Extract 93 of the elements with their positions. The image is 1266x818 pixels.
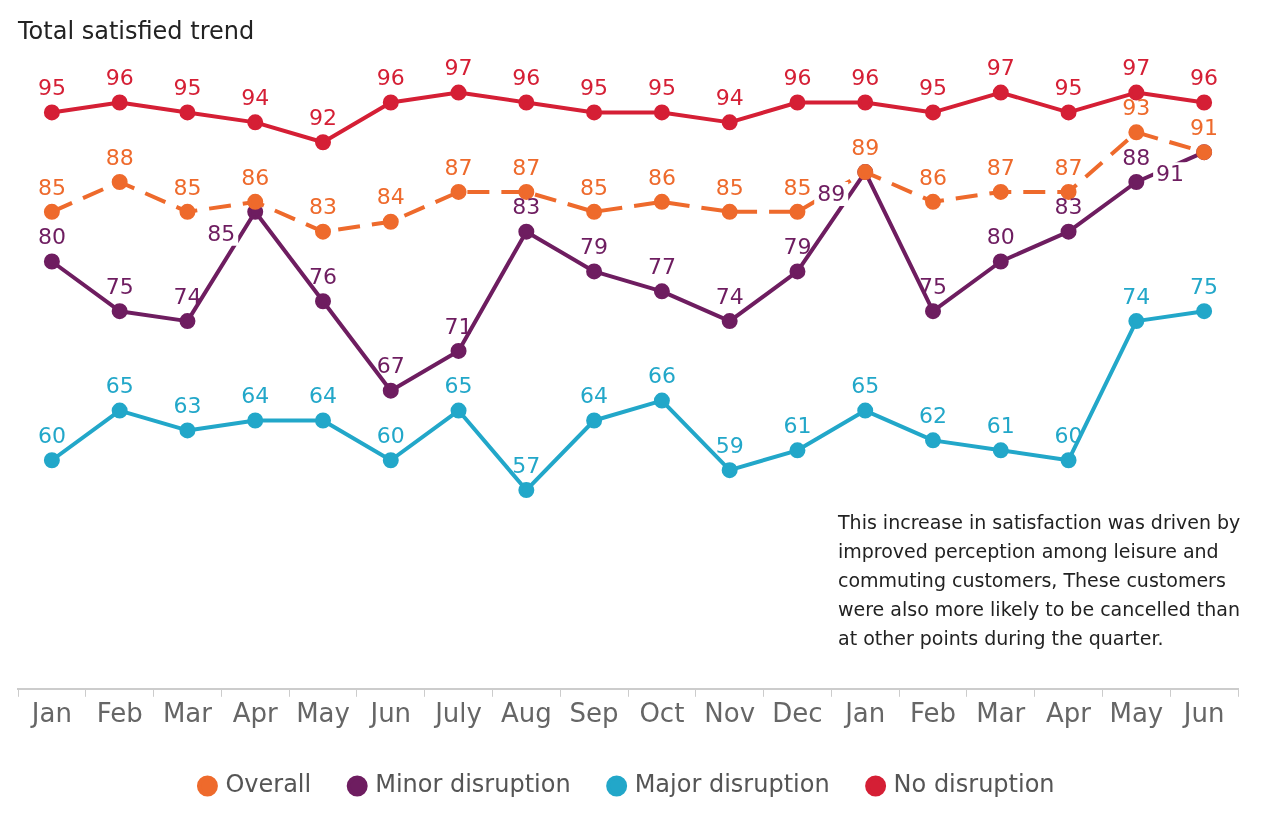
data-label: 77 bbox=[647, 254, 676, 280]
data-label: 92 bbox=[309, 104, 337, 130]
data-label: 79 bbox=[580, 234, 609, 260]
data-label: 96 bbox=[783, 65, 812, 91]
data-label: 96 bbox=[512, 65, 541, 91]
data-label: 67 bbox=[376, 353, 405, 379]
data-label: 95 bbox=[647, 75, 676, 101]
x-tick-label: Dec bbox=[772, 698, 823, 729]
x-tick-label: Jun bbox=[1181, 698, 1225, 729]
data-label: 94 bbox=[715, 85, 744, 111]
data-label: 89 bbox=[851, 134, 880, 160]
data-label: 74 bbox=[1122, 283, 1151, 309]
data-label: 85 bbox=[580, 174, 609, 200]
data-label: 97 bbox=[1122, 55, 1151, 81]
data-label: 64 bbox=[309, 383, 337, 409]
x-tick-label: Jan bbox=[29, 698, 72, 729]
x-tick-label: Mar bbox=[162, 698, 213, 729]
data-label: 88 bbox=[105, 144, 134, 170]
x-tick-label: Nov bbox=[704, 698, 756, 729]
x-tick-label: Sep bbox=[569, 698, 619, 729]
legend-label: Major disruption bbox=[634, 770, 830, 799]
data-label: 61 bbox=[783, 413, 812, 439]
data-label: 64 bbox=[241, 383, 270, 409]
x-tick-label: Apr bbox=[232, 698, 279, 729]
data-label: 85 bbox=[207, 220, 236, 246]
data-label: 91 bbox=[1190, 114, 1219, 140]
text: This increase in satisfaction was driven by improved perception among leisure and commuting customers, These customers were also more likely to be cancelled than at other points during the quarter. bbox=[838, 510, 1242, 651]
x-tick-label: Aug bbox=[500, 698, 552, 729]
data-label: 95 bbox=[580, 75, 609, 101]
data-label: 74 bbox=[715, 283, 744, 309]
data-label: 96 bbox=[105, 65, 134, 91]
data-label: 80 bbox=[986, 224, 1015, 250]
data-label: 75 bbox=[105, 273, 134, 299]
data-label: 97 bbox=[444, 55, 473, 81]
data-label: 91 bbox=[1156, 160, 1185, 186]
data-label: 84 bbox=[376, 184, 405, 210]
x-tick-label: Oct bbox=[639, 698, 685, 729]
data-label: 65 bbox=[851, 373, 880, 399]
x-tick-label: Feb bbox=[909, 698, 957, 729]
data-label: 76 bbox=[309, 263, 337, 289]
data-label: 87 bbox=[512, 154, 541, 180]
data-label: 57 bbox=[512, 452, 541, 478]
data-label: 66 bbox=[647, 363, 676, 389]
data-label: 86 bbox=[919, 164, 947, 190]
data-label: 75 bbox=[1190, 273, 1219, 299]
legend-label: Overall bbox=[225, 770, 312, 799]
x-tick-label: Jan bbox=[843, 698, 886, 729]
data-label: 96 bbox=[851, 65, 880, 91]
x-tick-label: Apr bbox=[1046, 698, 1092, 729]
x-tick-label: Jun bbox=[368, 698, 412, 729]
data-label: 88 bbox=[1122, 144, 1151, 170]
data-label: 96 bbox=[376, 65, 405, 91]
data-label: 95 bbox=[37, 75, 66, 101]
data-label: 87 bbox=[444, 154, 473, 180]
data-label: 65 bbox=[444, 373, 473, 399]
data-label: 65 bbox=[105, 373, 134, 399]
chart-title: Total satisfied trend bbox=[17, 16, 255, 45]
data-label: 64 bbox=[580, 383, 609, 409]
data-label: 85 bbox=[783, 174, 812, 200]
x-tick-label: May bbox=[1109, 698, 1164, 729]
data-label: 60 bbox=[376, 422, 405, 448]
x-tick-label: Feb bbox=[96, 698, 143, 729]
data-label: 83 bbox=[1054, 194, 1083, 220]
data-label: 95 bbox=[1054, 75, 1083, 101]
data-label: 95 bbox=[919, 75, 947, 101]
data-label: 97 bbox=[986, 55, 1015, 81]
data-label: 87 bbox=[1054, 154, 1083, 180]
data-label: 63 bbox=[173, 393, 202, 419]
data-label: 96 bbox=[1190, 65, 1219, 91]
data-label: 83 bbox=[309, 194, 337, 220]
data-label: 62 bbox=[919, 403, 947, 429]
data-label: 79 bbox=[783, 234, 812, 260]
data-label: 86 bbox=[647, 164, 676, 190]
data-label: 59 bbox=[715, 432, 744, 458]
legend-label: Minor disruption bbox=[375, 770, 571, 799]
data-label: 87 bbox=[986, 154, 1015, 180]
data-label: 94 bbox=[241, 85, 270, 111]
legend-label: No disruption bbox=[893, 770, 1055, 799]
data-label: 80 bbox=[37, 224, 66, 250]
data-label: 89 bbox=[817, 180, 846, 206]
data-label: 83 bbox=[512, 194, 541, 220]
data-label: 85 bbox=[173, 174, 202, 200]
data-label: 93 bbox=[1122, 95, 1151, 121]
data-label: 61 bbox=[986, 413, 1015, 439]
data-label: 85 bbox=[37, 174, 66, 200]
data-label: 60 bbox=[37, 422, 66, 448]
data-label: 85 bbox=[715, 174, 744, 200]
data-label: 95 bbox=[173, 75, 202, 101]
x-tick-label: Mar bbox=[976, 698, 1026, 729]
x-tick-label: May bbox=[296, 698, 350, 729]
x-tick-label: July bbox=[433, 698, 482, 729]
data-label: 74 bbox=[173, 283, 202, 309]
data-label: 86 bbox=[241, 164, 270, 190]
